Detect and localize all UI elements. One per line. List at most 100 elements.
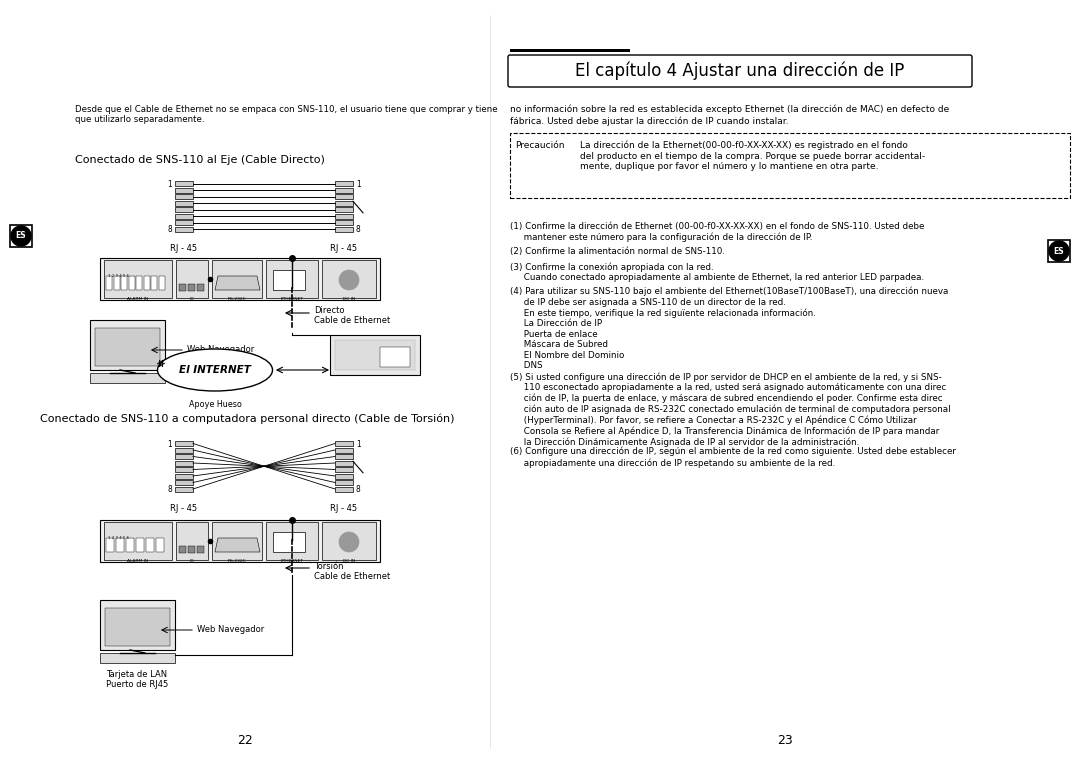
FancyBboxPatch shape — [212, 260, 262, 298]
FancyBboxPatch shape — [100, 600, 175, 650]
Text: Desde que el Cable de Ethernet no se empaca con SNS-110, el usuario tiene que co: Desde que el Cable de Ethernet no se emp… — [75, 105, 498, 124]
FancyBboxPatch shape — [104, 260, 172, 298]
FancyBboxPatch shape — [175, 220, 193, 225]
FancyBboxPatch shape — [146, 538, 154, 552]
Text: DC IN: DC IN — [343, 559, 355, 563]
FancyBboxPatch shape — [104, 522, 172, 560]
Text: RJ - 45: RJ - 45 — [171, 244, 198, 253]
Text: Tarjeta de LAN
Puerto de RJ45: Tarjeta de LAN Puerto de RJ45 — [106, 670, 168, 690]
Text: (5) Si usted configure una dirección de IP por servidor de DHCP en el ambiente d: (5) Si usted configure una dirección de … — [510, 372, 950, 447]
FancyBboxPatch shape — [100, 520, 380, 562]
Text: RS-232C: RS-232C — [228, 559, 246, 563]
FancyBboxPatch shape — [175, 214, 193, 218]
Text: IO: IO — [190, 559, 194, 563]
Text: RJ - 45: RJ - 45 — [171, 504, 198, 513]
Text: RJ - 45: RJ - 45 — [330, 244, 357, 253]
FancyBboxPatch shape — [335, 220, 353, 225]
FancyBboxPatch shape — [322, 522, 376, 560]
Text: Torsión
Cable de Ethernet: Torsión Cable de Ethernet — [314, 562, 390, 581]
FancyBboxPatch shape — [510, 49, 630, 52]
Text: ES: ES — [1054, 246, 1064, 256]
FancyBboxPatch shape — [510, 133, 1070, 198]
FancyBboxPatch shape — [322, 260, 376, 298]
Text: Directo
Cable de Ethernet: Directo Cable de Ethernet — [314, 306, 390, 325]
FancyBboxPatch shape — [335, 201, 353, 205]
FancyBboxPatch shape — [380, 347, 410, 367]
Text: RS-232C: RS-232C — [228, 297, 246, 301]
Polygon shape — [215, 276, 260, 290]
FancyBboxPatch shape — [90, 373, 165, 383]
Text: ALARM IN: ALARM IN — [127, 297, 149, 301]
FancyBboxPatch shape — [175, 461, 193, 465]
Text: El capítulo 4 Ajustar una dirección de IP: El capítulo 4 Ajustar una dirección de I… — [576, 62, 905, 80]
Text: 1: 1 — [167, 180, 172, 189]
FancyBboxPatch shape — [100, 653, 175, 663]
FancyBboxPatch shape — [335, 194, 353, 199]
Text: ETHERNET: ETHERNET — [281, 297, 303, 301]
FancyBboxPatch shape — [188, 284, 195, 291]
Circle shape — [11, 226, 31, 246]
FancyBboxPatch shape — [144, 276, 149, 290]
Text: ALARM IN: ALARM IN — [127, 559, 149, 563]
FancyBboxPatch shape — [175, 194, 193, 199]
Text: (3) Confirme la conexión apropiada con la red.
     Cuando conectado apropiadame: (3) Confirme la conexión apropiada con l… — [510, 262, 924, 282]
Text: 8: 8 — [356, 225, 361, 234]
Text: ES: ES — [16, 231, 26, 240]
FancyBboxPatch shape — [105, 608, 170, 646]
FancyBboxPatch shape — [175, 487, 193, 491]
FancyBboxPatch shape — [175, 454, 193, 459]
Text: IO: IO — [190, 297, 194, 301]
FancyBboxPatch shape — [335, 448, 353, 452]
FancyBboxPatch shape — [151, 276, 157, 290]
Text: DC IN: DC IN — [343, 297, 355, 301]
FancyBboxPatch shape — [100, 258, 380, 300]
FancyBboxPatch shape — [175, 441, 193, 446]
FancyBboxPatch shape — [121, 276, 127, 290]
FancyBboxPatch shape — [335, 474, 353, 478]
FancyBboxPatch shape — [335, 181, 353, 186]
FancyBboxPatch shape — [176, 260, 208, 298]
FancyBboxPatch shape — [175, 188, 193, 192]
Text: 23: 23 — [778, 733, 793, 746]
Text: RJ - 45: RJ - 45 — [330, 504, 357, 513]
FancyBboxPatch shape — [335, 227, 353, 231]
FancyBboxPatch shape — [90, 320, 165, 370]
Polygon shape — [215, 538, 260, 552]
FancyBboxPatch shape — [273, 270, 305, 290]
Text: 1 2 3 4 5 6 . .: 1 2 3 4 5 6 . . — [108, 274, 134, 278]
FancyBboxPatch shape — [175, 448, 193, 452]
FancyBboxPatch shape — [159, 276, 164, 290]
FancyBboxPatch shape — [273, 532, 305, 552]
Text: 1: 1 — [356, 180, 361, 189]
FancyBboxPatch shape — [335, 214, 353, 218]
FancyBboxPatch shape — [179, 546, 186, 553]
Text: Web Navegador: Web Navegador — [187, 345, 254, 354]
FancyBboxPatch shape — [136, 538, 144, 552]
Ellipse shape — [158, 349, 272, 391]
FancyBboxPatch shape — [1048, 240, 1070, 262]
Text: (2) Confirme la alimentación normal de SNS-110.: (2) Confirme la alimentación normal de S… — [510, 247, 725, 256]
Text: 8: 8 — [167, 225, 172, 234]
FancyBboxPatch shape — [335, 207, 353, 212]
FancyBboxPatch shape — [129, 276, 135, 290]
FancyBboxPatch shape — [335, 340, 415, 370]
FancyBboxPatch shape — [508, 55, 972, 87]
FancyBboxPatch shape — [197, 546, 204, 553]
FancyBboxPatch shape — [10, 225, 32, 247]
Text: El INTERNET: El INTERNET — [179, 365, 251, 375]
Circle shape — [339, 270, 359, 290]
FancyBboxPatch shape — [179, 284, 186, 291]
Text: ETHERNET: ETHERNET — [281, 559, 303, 563]
FancyBboxPatch shape — [113, 276, 120, 290]
Text: 8: 8 — [356, 485, 361, 494]
FancyBboxPatch shape — [335, 487, 353, 491]
FancyBboxPatch shape — [175, 201, 193, 205]
FancyBboxPatch shape — [212, 522, 262, 560]
Text: 22: 22 — [238, 733, 253, 746]
Circle shape — [1049, 241, 1069, 261]
Text: La dirección de la Ethernet(00-00-f0-XX-XX-XX) es registrado en el fondo
del pro: La dirección de la Ethernet(00-00-f0-XX-… — [580, 141, 926, 172]
FancyBboxPatch shape — [266, 260, 318, 298]
FancyBboxPatch shape — [197, 284, 204, 291]
FancyBboxPatch shape — [335, 467, 353, 472]
FancyBboxPatch shape — [335, 454, 353, 459]
